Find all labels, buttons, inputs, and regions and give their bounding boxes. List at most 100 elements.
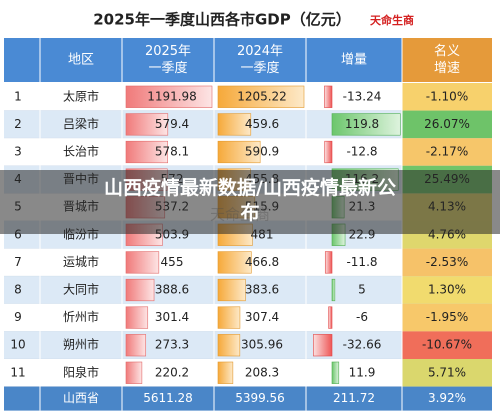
total-cell: 3.92% [428,391,466,405]
row-bg [4,331,402,359]
value-increment: 5 [358,283,366,297]
row-index: 9 [14,310,22,324]
row-bg [4,138,402,166]
region: 吕梁市 [63,116,99,131]
header-label: 地区 [68,53,94,68]
row-index: 3 [14,145,22,159]
value-2025: 220.2 [155,365,189,379]
row-bg [4,248,402,277]
row-index: 7 [14,255,22,269]
caption: 山西疫情最新数据/山西疫情最新公布 [104,177,396,224]
value-2024: 305.96 [241,338,283,352]
value-rate: -2.53% [426,255,468,269]
rate-cell [402,248,492,277]
value-increment: 119.8 [345,117,379,131]
value-rate: 26.07% [424,117,470,131]
row-index: 11 [10,365,25,379]
region: 长治市 [63,144,99,159]
title: 2025年一季度山西各市GDP（亿元） [93,11,351,29]
rate-cell [402,110,492,139]
value-2025: 579.4 [155,117,189,131]
total-bg [4,386,492,411]
header-label: 增速 [434,61,460,76]
value-rate: 1.30% [428,283,466,297]
header-bg [402,38,492,82]
bar-2025 [125,113,169,136]
bar-increment [324,140,333,164]
region: 朔州市 [63,337,99,352]
bar-2024 [217,278,246,302]
value-increment: -32.66 [343,338,382,352]
header-label: 2024年 [237,44,283,59]
value-increment: -12.8 [346,145,377,159]
row-index: 2 [14,117,22,131]
bar-2024 [217,334,241,357]
value-2024: 466.8 [245,255,279,269]
value-increment: 11.9 [349,365,376,379]
row-index: 8 [14,283,22,297]
value-2024: 459.6 [245,117,279,131]
bar-increment [324,251,333,274]
value-2024: 383.6 [245,283,279,297]
bar-2024 [217,113,252,136]
value-rate: -1.95% [426,310,468,324]
value-2024: 208.3 [245,365,279,379]
bar-increment [331,113,401,136]
header-label: 一季度 [148,60,187,76]
bar-2025 [125,306,149,329]
value-2025: 455 [161,255,184,269]
region: 大同市 [63,282,99,297]
rate-cell [402,138,492,166]
bar-increment [324,85,333,108]
region: 太原市 [63,88,99,103]
value-2025: 388.6 [155,283,189,297]
row-index: 1 [14,89,22,103]
value-2024: 307.4 [245,310,279,324]
value-increment: -6 [356,310,368,324]
bar-2025 [125,251,160,274]
row-bg [4,303,402,332]
rate-cell [402,331,492,359]
rate-cell [402,359,492,387]
bar-increment [328,306,333,329]
bar-2024 [217,361,234,384]
bar-2025 [125,334,147,357]
row-index: 6 [14,227,22,241]
region: 忻州市 [63,309,99,324]
value-rate: 5.71% [428,365,466,379]
value-2025: 578.1 [155,145,189,159]
value-2025: 301.4 [155,310,189,324]
bar-2024 [217,140,261,164]
region: 阳泉市 [63,364,99,379]
bar-increment [331,278,336,302]
header-label: 一季度 [240,60,279,76]
brand: 天命生商 [370,13,414,27]
region: 运城市 [63,254,99,269]
bar-2025 [125,140,169,164]
header-bg [4,38,402,82]
value-2025: 1191.98 [147,89,197,103]
value-rate: -2.17% [426,145,468,159]
header-label: 名义 [434,43,460,59]
bar-2024 [217,306,241,329]
rate-cell [402,303,492,332]
bar-2025 [125,361,143,384]
bar-increment [313,334,333,357]
total-cell: 山西省 [63,391,99,405]
value-rate: -10.67% [422,338,472,352]
bar-2024 [217,85,305,108]
value-rate: -1.10% [426,89,468,103]
value-increment: -11.8 [346,255,377,269]
value-2024: 590.9 [245,145,279,159]
value-increment: -13.24 [343,89,382,103]
row-bg [4,276,402,304]
total-cell: 5399.56 [235,391,285,405]
caption-band: 山西疫情最新数据/山西疫情最新公布 [0,170,500,234]
bar-increment [331,361,340,384]
row-index: 10 [10,338,25,352]
bar-2025 [125,85,213,108]
value-2025: 273.3 [155,338,189,352]
bar-2024 [217,251,252,274]
bar-2025 [125,278,155,302]
